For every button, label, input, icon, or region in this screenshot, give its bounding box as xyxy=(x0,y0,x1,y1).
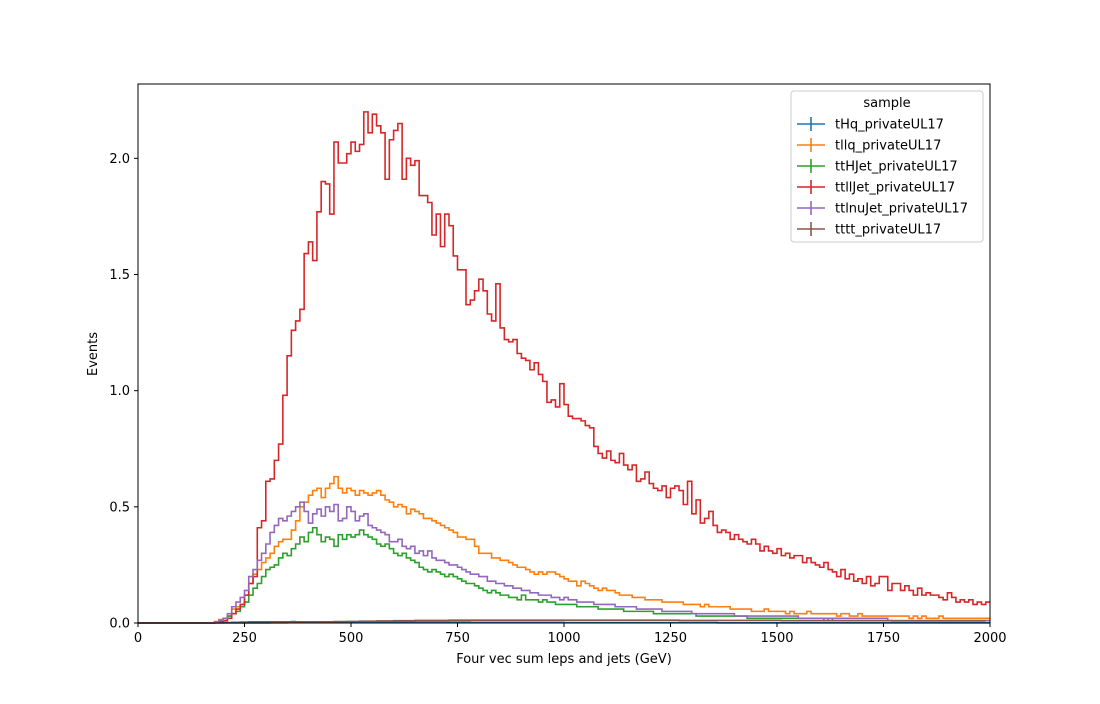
series-ttllJet_privateUL17 xyxy=(138,111,990,624)
y-tick-label: 2.0 xyxy=(109,152,130,167)
y-tick-label: 0.5 xyxy=(109,500,130,515)
legend-entries: tHq_privateUL17 tllq_privateUL17 ttHJet_pr… xyxy=(797,117,968,238)
x-tick-label: 1750 xyxy=(867,631,900,646)
legend-entry: ttllJet_privateUL17 xyxy=(797,180,955,196)
x-tick-label: 1500 xyxy=(760,631,793,646)
x-tick-label: 250 xyxy=(232,631,257,646)
legend-entry: tllq_privateUL17 xyxy=(797,138,941,154)
legend-title: sample xyxy=(863,96,910,111)
legend-entry: ttlnuJet_privateUL17 xyxy=(797,201,968,217)
legend-label: ttHJet_privateUL17 xyxy=(835,160,958,175)
x-tick-label: 0 xyxy=(134,631,142,646)
series-layer xyxy=(138,111,990,624)
legend-label: tttt_privateUL17 xyxy=(835,223,941,238)
x-axis: 0 250 500 750 1000 1250 1500 1750 2000 xyxy=(134,623,1007,646)
y-tick-label: 1.0 xyxy=(109,384,130,399)
legend-label: tHq_privateUL17 xyxy=(835,118,944,133)
x-axis-label: Four vec sum leps and jets (GeV) xyxy=(456,652,672,667)
legend-entry: tHq_privateUL17 xyxy=(797,117,944,133)
legend-label: ttlnuJet_privateUL17 xyxy=(835,202,968,217)
legend-label: tllq_privateUL17 xyxy=(835,139,941,154)
legend-entry: tttt_privateUL17 xyxy=(797,222,941,238)
x-tick-label: 1250 xyxy=(654,631,687,646)
x-tick-label: 750 xyxy=(445,631,470,646)
y-tick-label: 0.0 xyxy=(109,617,130,632)
series-tllq_privateUL17 xyxy=(138,475,990,624)
x-tick-label: 1000 xyxy=(547,631,580,646)
legend-box xyxy=(790,90,984,243)
x-tick-label: 2000 xyxy=(973,631,1006,646)
legend-label: ttllJet_privateUL17 xyxy=(835,181,955,196)
x-tick-label: 500 xyxy=(339,631,364,646)
series-ttlnuJet_privateUL17 xyxy=(138,501,990,624)
y-tick-label: 1.5 xyxy=(109,268,130,283)
y-axis-label: Events xyxy=(86,332,101,376)
legend-entry: ttHJet_privateUL17 xyxy=(797,159,958,175)
legend: sample tHq_privateUL17 tllq_privateUL17tt… xyxy=(790,90,984,243)
y-axis: 0.0 0.5 1.0 1.5 2.0 xyxy=(109,152,138,632)
